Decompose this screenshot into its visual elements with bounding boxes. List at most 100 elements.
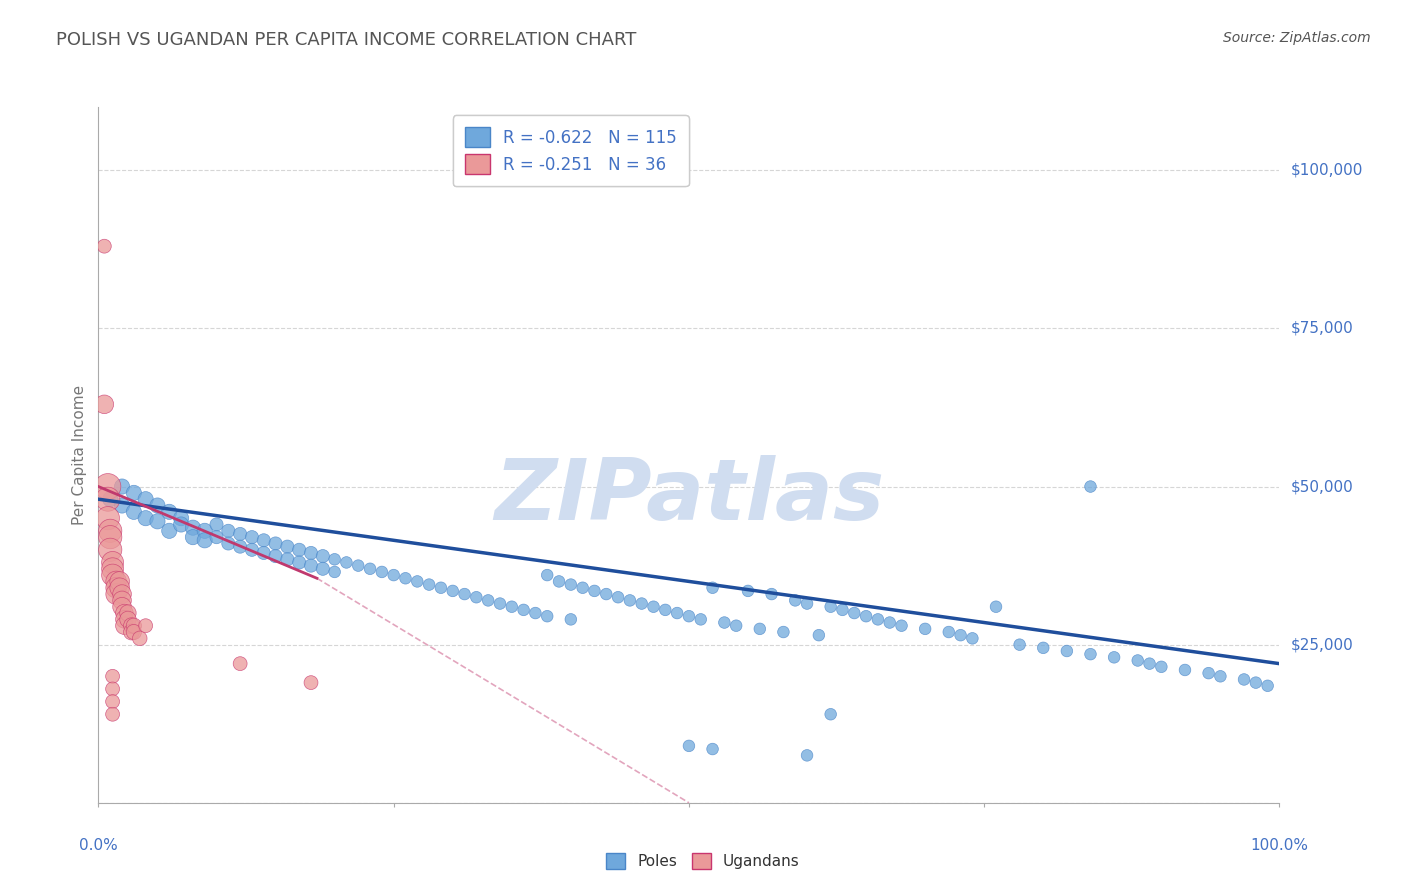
Point <box>1150 660 1173 674</box>
Point <box>1209 669 1232 683</box>
Point <box>98 530 121 544</box>
Point <box>229 540 252 554</box>
Point <box>536 609 558 624</box>
Point <box>689 612 711 626</box>
Point <box>512 603 534 617</box>
Text: 0.0%: 0.0% <box>79 838 118 853</box>
Point <box>194 524 217 538</box>
Point <box>643 599 665 614</box>
Point <box>1139 657 1161 671</box>
Point <box>108 581 131 595</box>
Point <box>984 599 1007 614</box>
Text: POLISH VS UGANDAN PER CAPITA INCOME CORRELATION CHART: POLISH VS UGANDAN PER CAPITA INCOME CORR… <box>56 31 637 49</box>
Point <box>323 565 346 579</box>
Point <box>772 625 794 640</box>
Point <box>914 622 936 636</box>
Point <box>128 632 150 646</box>
Point <box>725 618 748 632</box>
Point <box>112 606 135 620</box>
Point <box>844 606 866 620</box>
Point <box>117 612 139 626</box>
Point <box>101 568 124 582</box>
Point <box>607 591 630 605</box>
Point <box>465 591 488 605</box>
Point <box>1102 650 1125 665</box>
Point <box>406 574 429 589</box>
Point <box>121 618 143 632</box>
Point <box>111 599 134 614</box>
Point <box>713 615 735 630</box>
Point <box>101 707 124 722</box>
Point <box>796 748 818 763</box>
Point <box>1233 673 1256 687</box>
Point <box>938 625 960 640</box>
Point <box>748 622 770 636</box>
Point <box>1056 644 1078 658</box>
Point <box>312 549 335 563</box>
Point <box>135 618 157 632</box>
Point <box>678 739 700 753</box>
Point <box>796 597 818 611</box>
Point <box>323 552 346 566</box>
Point <box>135 511 157 525</box>
Point <box>101 695 124 709</box>
Point <box>101 669 124 683</box>
Point <box>737 583 759 598</box>
Point <box>181 521 204 535</box>
Point <box>264 549 287 563</box>
Point <box>595 587 617 601</box>
Point <box>205 530 228 544</box>
Point <box>240 542 263 557</box>
Point <box>135 492 157 507</box>
Point <box>1080 479 1102 493</box>
Point <box>501 599 523 614</box>
Point <box>146 499 169 513</box>
Legend: R = -0.622   N = 115, R = -0.251   N = 36: R = -0.622 N = 115, R = -0.251 N = 36 <box>453 115 689 186</box>
Point <box>217 524 239 538</box>
Point <box>666 606 689 620</box>
Point <box>441 583 464 598</box>
Point <box>101 562 124 576</box>
Point <box>98 492 121 507</box>
Point <box>240 530 263 544</box>
Point <box>93 397 115 411</box>
Point <box>276 540 298 554</box>
Point <box>1244 675 1267 690</box>
Point <box>489 597 512 611</box>
Point <box>98 524 121 538</box>
Point <box>97 492 120 507</box>
Point <box>807 628 830 642</box>
Text: $75,000: $75,000 <box>1291 321 1354 336</box>
Point <box>560 577 582 591</box>
Point <box>785 593 807 607</box>
Point <box>571 581 593 595</box>
Point <box>855 609 877 624</box>
Point <box>371 565 394 579</box>
Point <box>264 536 287 550</box>
Point <box>194 533 217 548</box>
Point <box>122 486 145 500</box>
Point <box>866 612 889 626</box>
Point <box>347 558 370 573</box>
Point <box>1198 666 1220 681</box>
Point <box>112 618 135 632</box>
Point <box>678 609 700 624</box>
Point <box>1032 640 1054 655</box>
Point <box>890 618 912 632</box>
Point <box>276 552 298 566</box>
Text: $100,000: $100,000 <box>1291 163 1362 178</box>
Point <box>820 707 842 722</box>
Point <box>299 675 322 690</box>
Point <box>105 587 128 601</box>
Legend: Poles, Ugandans: Poles, Ugandans <box>600 847 806 875</box>
Point <box>536 568 558 582</box>
Point <box>253 533 276 548</box>
Point <box>253 546 276 560</box>
Point <box>105 574 128 589</box>
Point <box>761 587 783 601</box>
Point <box>111 587 134 601</box>
Point <box>101 556 124 570</box>
Point <box>524 606 547 620</box>
Point <box>879 615 901 630</box>
Point <box>117 606 139 620</box>
